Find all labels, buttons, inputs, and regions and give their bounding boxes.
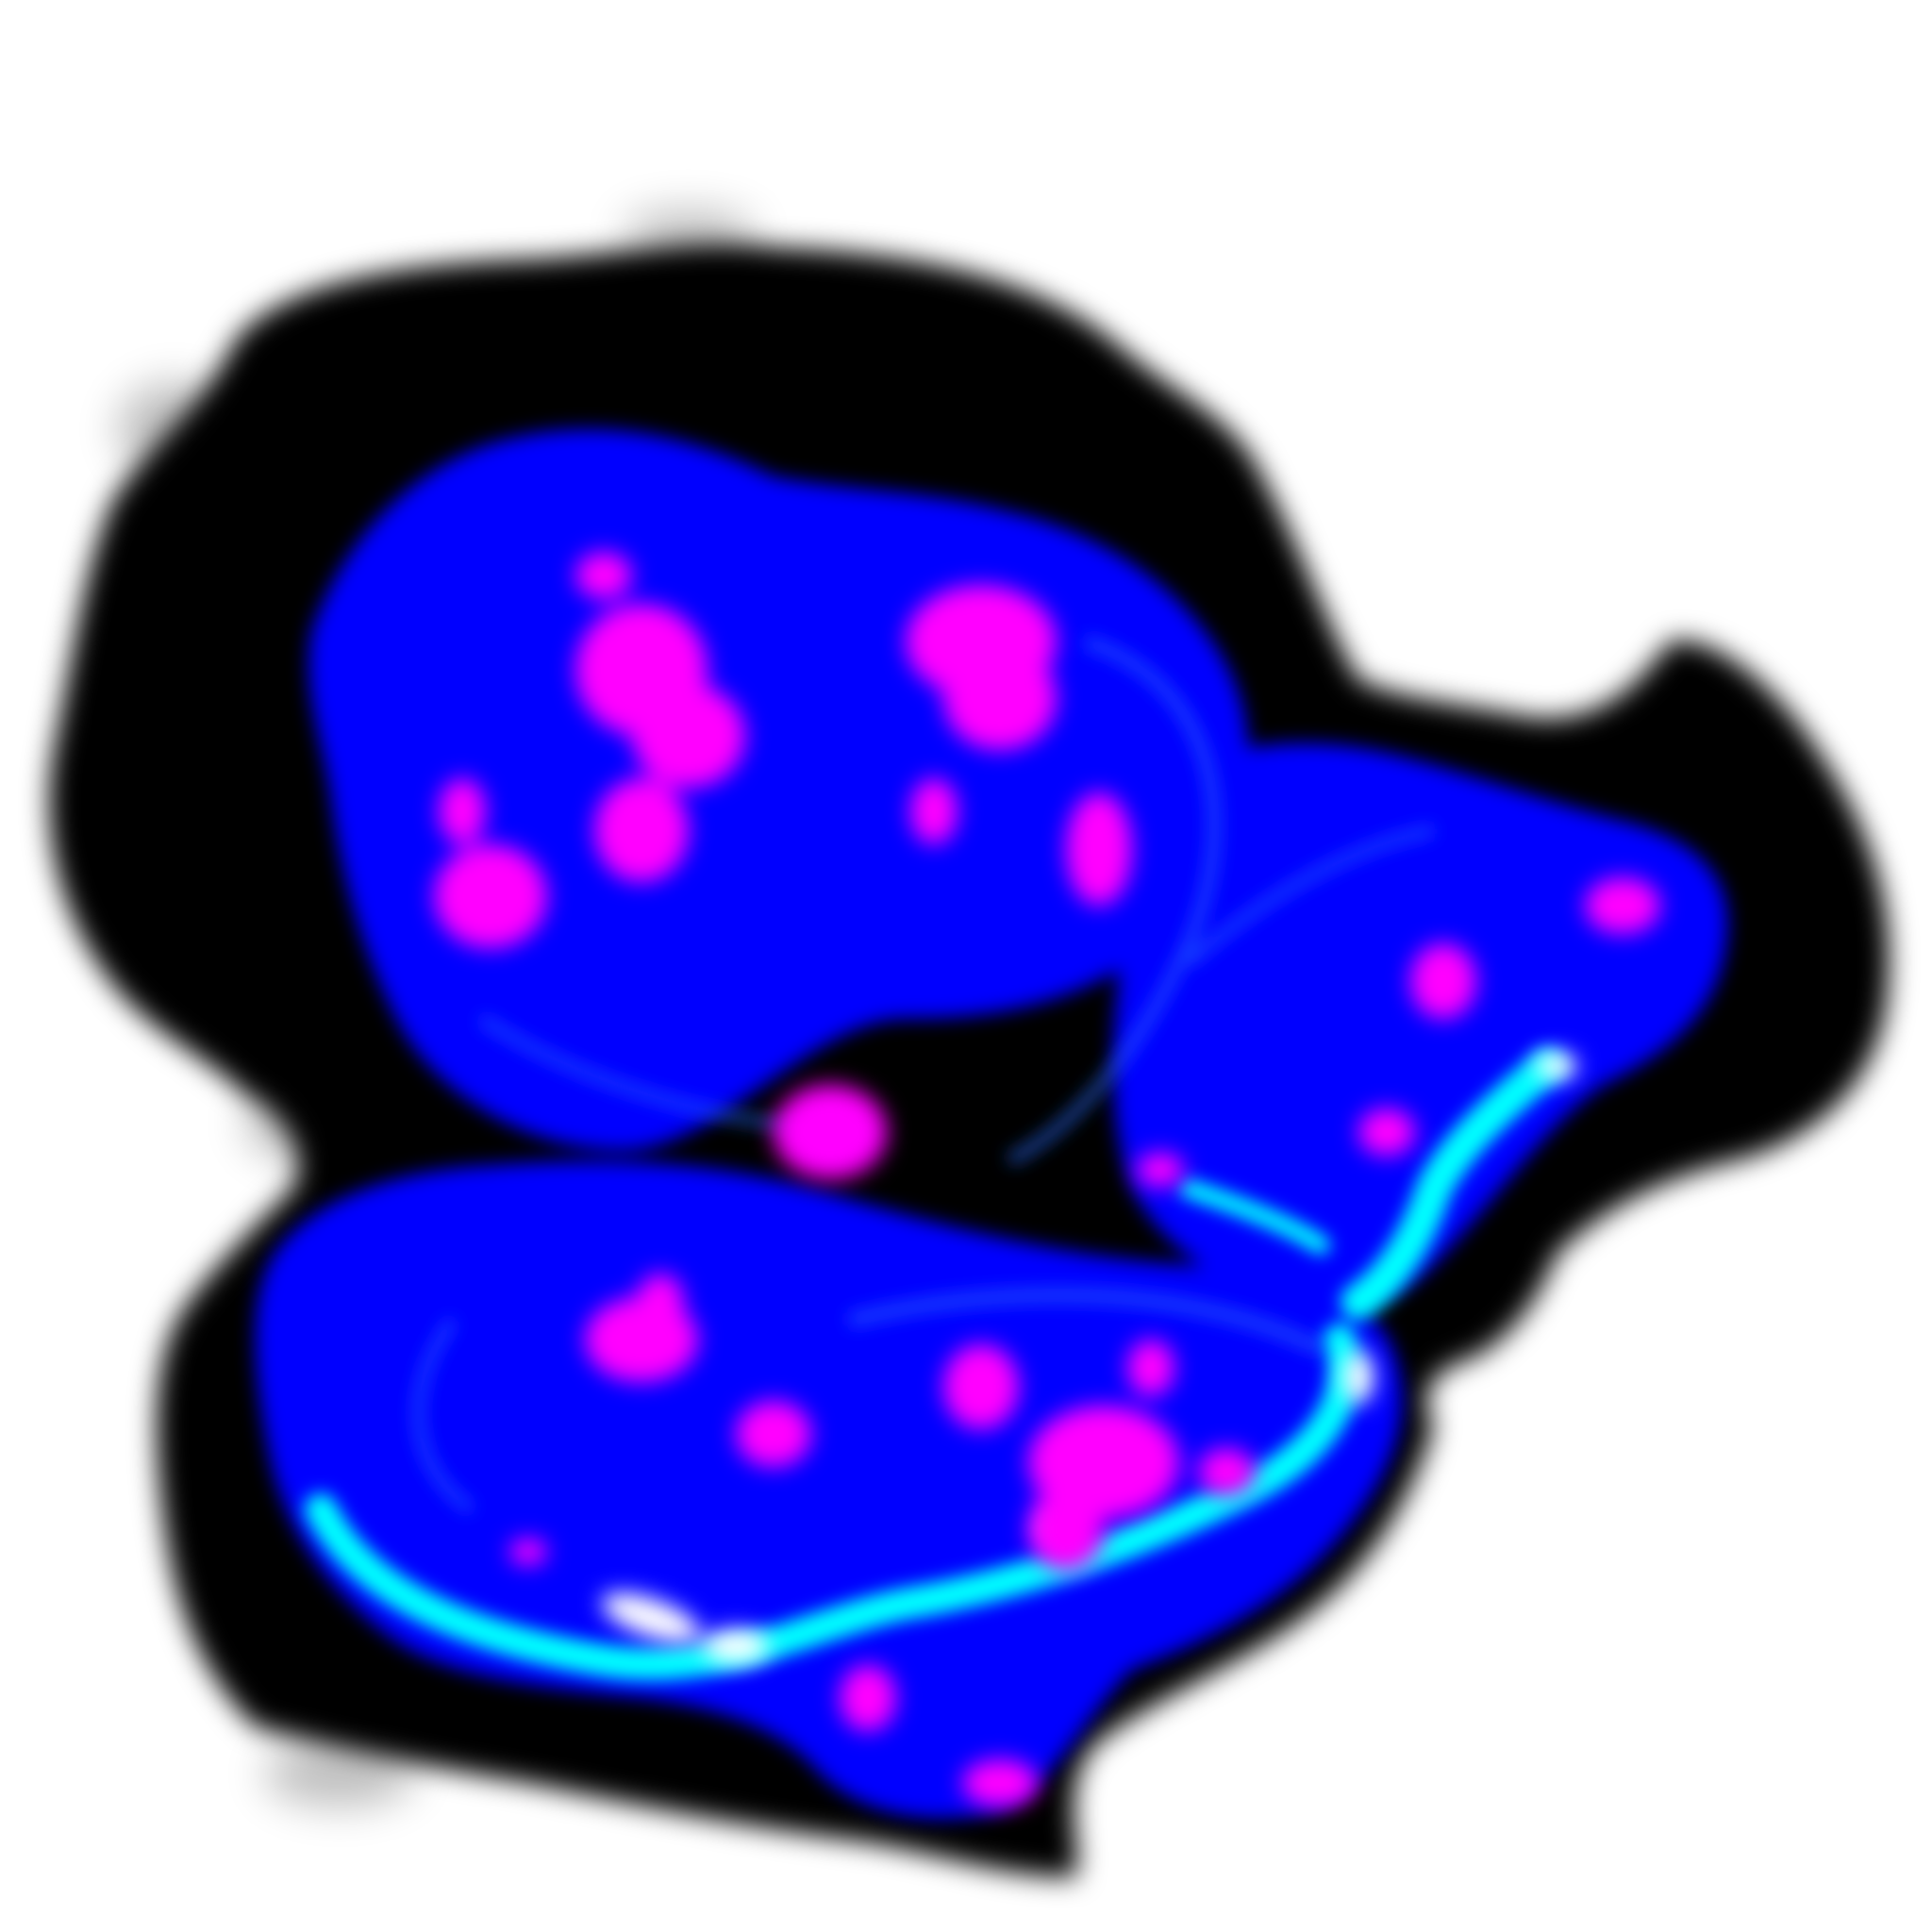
cyan-membranes [305,1048,1565,1680]
magenta-foci [434,552,1660,1807]
right-nucleus [1113,742,1728,1311]
membrane-highlights [601,1053,1577,1663]
internal-strands [412,635,1436,1514]
right-membrane-arc [1341,1048,1565,1320]
middle-membrane-streak [1179,1179,1330,1255]
lower-membrane-arc [305,1324,1360,1680]
